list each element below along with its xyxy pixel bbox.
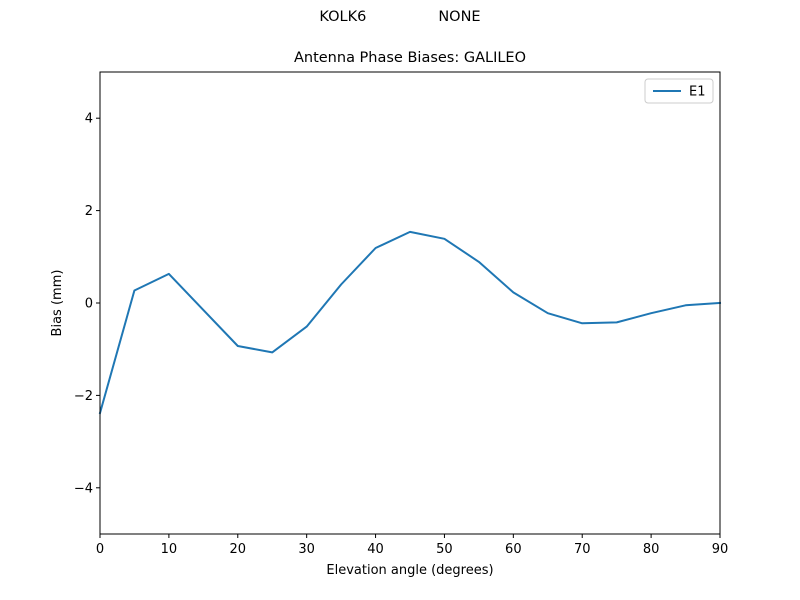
- x-tick-label: 90: [712, 542, 729, 557]
- series-line-e1: [98, 230, 722, 415]
- x-tick-label: 40: [367, 542, 384, 557]
- x-tick-label: 0: [96, 542, 104, 557]
- x-tick-label: 80: [643, 542, 660, 557]
- x-axis-label: Elevation angle (degrees): [326, 563, 493, 578]
- y-tick-label: 2: [85, 204, 93, 219]
- x-axis: 0 10 20 30 40 50 60 70 80 90: [96, 534, 728, 557]
- y-tick-label: −2: [74, 389, 93, 404]
- x-tick-label: 20: [230, 542, 247, 557]
- x-tick-label: 50: [436, 542, 453, 557]
- x-tick-label: 70: [574, 542, 591, 557]
- x-tick-label: 10: [161, 542, 178, 557]
- axes-frame: [99, 71, 721, 535]
- y-axis: −4 −2 0 2 4: [74, 112, 100, 496]
- x-tick-label: 30: [298, 542, 315, 557]
- legend: E1: [644, 78, 714, 104]
- chart-title: Antenna Phase Biases: GALILEO: [293, 50, 527, 66]
- y-tick-label: −4: [74, 481, 93, 496]
- suptitle-antenna: NONE: [438, 9, 481, 25]
- y-axis-label: Bias (mm): [50, 270, 65, 337]
- legend-label: E1: [689, 85, 706, 100]
- y-tick-label: 4: [85, 112, 93, 127]
- suptitle-station: KOLK6: [319, 9, 367, 25]
- y-tick-label: 0: [85, 297, 93, 312]
- plot-area: [98, 71, 722, 535]
- x-tick-label: 60: [505, 542, 522, 557]
- figure-suptitle: KOLK6 NONE: [0, 9, 800, 25]
